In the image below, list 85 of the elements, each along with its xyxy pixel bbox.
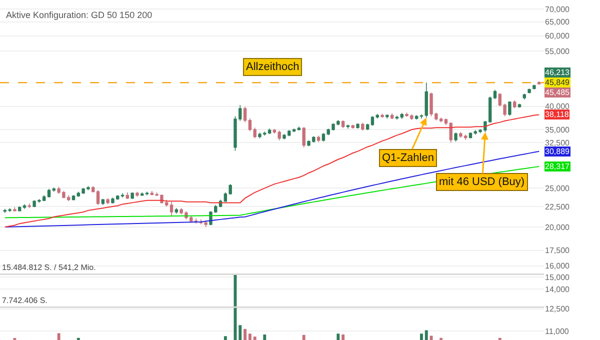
- y-tick-label: 17,500: [545, 246, 570, 256]
- candlestick: [366, 123, 370, 131]
- candlestick: [253, 127, 256, 139]
- candlestick: [101, 198, 105, 206]
- text: 45,485: [545, 88, 570, 97]
- candlestick: [174, 208, 178, 214]
- y-tick-label: 11,000: [545, 326, 570, 336]
- candlestick: [468, 132, 472, 139]
- candlestick: [278, 130, 281, 141]
- candlestick: [538, 80, 541, 85]
- candlestick: [322, 132, 326, 142]
- y-tick-label: 12,500: [545, 304, 570, 314]
- candlestick: [376, 114, 379, 119]
- candlestick: [532, 84, 536, 90]
- candlestick: [28, 203, 32, 208]
- candlestick: [380, 114, 384, 118]
- candlestick: [52, 187, 56, 192]
- candlestick: [272, 128, 276, 134]
- candlestick: [528, 88, 531, 94]
- candlestick: [361, 122, 364, 132]
- candlestick: [106, 198, 110, 205]
- candlestick: [386, 114, 389, 119]
- candlestick: [341, 120, 345, 129]
- y-tick-label: 25,000: [545, 184, 570, 193]
- line-series: [4, 150, 540, 228]
- candlestick: [449, 122, 452, 143]
- candlestick: [126, 192, 130, 200]
- candlestick: [420, 114, 424, 119]
- candlestick: [72, 194, 76, 201]
- candlestick: [346, 124, 350, 130]
- candlestick: [22, 204, 26, 210]
- data-label: 28,317: [545, 162, 570, 171]
- candlestick: [508, 100, 512, 116]
- candlestick: [145, 191, 149, 196]
- candlestick: [454, 132, 458, 142]
- y-tick-label: 14,000: [545, 284, 570, 294]
- ref-line-label: 45,849: [545, 78, 570, 87]
- ref-line-label: 15.484.812 S. / 541,2 Mio.: [2, 263, 96, 272]
- text: 46,213: [545, 68, 570, 77]
- candlestick: [522, 93, 526, 100]
- candlestick: [444, 118, 448, 126]
- y-tick-label: 15,000: [545, 272, 570, 282]
- candlestick: [136, 191, 139, 198]
- candlestick: [13, 206, 16, 212]
- annotation: Allzeithoch: [246, 61, 300, 73]
- annotation: Q1-Zahlen: [382, 152, 434, 164]
- candlestick: [130, 192, 134, 200]
- candlestick: [316, 135, 320, 142]
- candlestick: [351, 124, 354, 130]
- data-label: 30,889: [545, 147, 570, 156]
- text: Aktive Konfiguration: GD 50 150 200: [6, 10, 152, 20]
- y-tick-label: 70,000: [545, 4, 570, 14]
- data-label: 38,118: [545, 110, 570, 119]
- candlestick: [512, 100, 516, 109]
- candlestick: [248, 118, 252, 132]
- candlestick: [170, 202, 174, 216]
- candlestick: [140, 192, 144, 196]
- y-tick-label: 60,000: [545, 32, 570, 41]
- line-series: [4, 114, 540, 228]
- annotation: mit 46 USD (Buy): [439, 176, 525, 188]
- y-tick-label: 22,500: [545, 202, 570, 212]
- candlestick: [302, 126, 306, 148]
- y-tick-label: 20,000: [545, 222, 570, 232]
- candlestick: [120, 192, 124, 198]
- candlestick: [493, 89, 497, 100]
- y-tick-label: 16,000: [545, 262, 570, 271]
- candlestick: [518, 103, 522, 108]
- y-tick-label: 40,000: [545, 102, 570, 112]
- candlestick: [92, 186, 95, 193]
- candlestick: [400, 112, 404, 120]
- candlestick: [370, 116, 374, 126]
- candlestick: [47, 188, 51, 198]
- candlestick: [390, 113, 394, 120]
- candlestick: [414, 114, 418, 120]
- candlestick: [356, 122, 360, 130]
- ref-line-label: 7.742.406 S.: [2, 296, 48, 305]
- y-tick-label: 35,000: [545, 125, 570, 134]
- candlestick: [96, 190, 100, 206]
- candlestick: [243, 106, 247, 123]
- candlestick: [297, 126, 301, 132]
- candlestick: [424, 82, 428, 118]
- candlestick: [395, 115, 399, 120]
- y-tick-label: 65,000: [545, 18, 570, 27]
- y-tick-label: 32,500: [545, 138, 570, 148]
- y-tick-label: 55,000: [545, 46, 570, 56]
